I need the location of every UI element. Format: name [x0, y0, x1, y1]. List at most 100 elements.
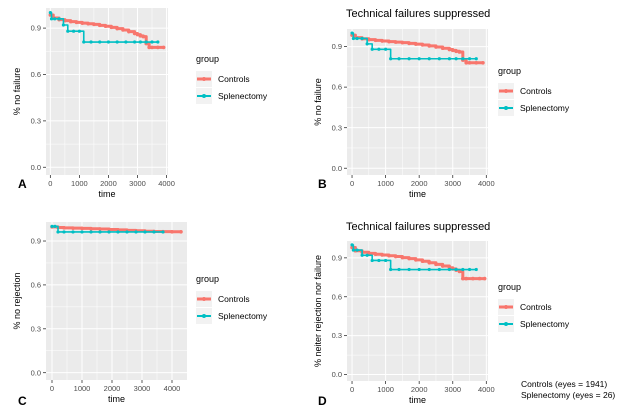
legend-label-splenectomy: Splenectomy — [520, 319, 570, 329]
km-point-controls — [420, 259, 425, 264]
x-tick-label: 4000 — [478, 385, 495, 394]
legend-key-point — [202, 94, 206, 98]
km-point-splenectomy — [89, 40, 93, 44]
y-tick-label: 0.6 — [31, 70, 41, 79]
km-point-controls — [115, 26, 119, 31]
km-point-splenectomy — [467, 267, 472, 272]
km-point-splenectomy — [454, 57, 458, 61]
km-point-splenectomy — [53, 224, 57, 228]
km-point-controls — [393, 254, 398, 259]
km-point-controls — [373, 38, 378, 43]
km-point-controls — [477, 276, 482, 281]
legend-label-splenectomy: Splenectomy — [520, 103, 570, 113]
panel-c: 0 1000 2000 3000 4000 0.0 0.3 0.6 0.9 time % no re… — [12, 222, 268, 408]
km-point-controls — [474, 60, 479, 65]
km-point-splenectomy — [77, 29, 82, 33]
x-tick-label: 4000 — [164, 384, 181, 393]
km-point-controls — [393, 40, 398, 44]
km-point-splenectomy — [384, 258, 388, 263]
x-tick-label: 3000 — [134, 384, 151, 393]
km-point-splenectomy — [377, 47, 381, 51]
km-point-controls — [464, 60, 468, 65]
km-point-splenectomy — [370, 258, 374, 263]
x-tick-label: 0 — [50, 384, 54, 393]
x-tick-label: 3000 — [444, 385, 461, 394]
km-point-controls — [467, 60, 472, 65]
km-point-splenectomy — [461, 57, 465, 61]
y-tick-label: 0.6 — [332, 83, 342, 92]
km-point-controls — [380, 253, 385, 257]
km-point-splenectomy — [360, 253, 364, 257]
legend-key-point — [504, 322, 508, 326]
km-point-controls — [147, 45, 151, 50]
km-point-splenectomy — [355, 36, 359, 41]
km-line-splenectomy — [352, 244, 477, 271]
km-point-splenectomy — [351, 36, 355, 41]
panel-label: C — [18, 394, 27, 408]
x-tick-label: 0 — [48, 179, 52, 188]
x-tick-label: 4000 — [478, 179, 495, 188]
km-point-splenectomy — [150, 40, 154, 44]
x-tick-label: 0 — [350, 385, 354, 394]
km-point-splenectomy — [350, 31, 354, 35]
km-point-controls — [156, 45, 160, 50]
km-point-splenectomy — [89, 230, 93, 234]
km-point-splenectomy — [138, 40, 143, 44]
km-point-controls — [400, 40, 405, 45]
y-tick-label: 0.3 — [31, 116, 41, 125]
legend-label-controls: Controls — [218, 294, 250, 304]
km-point-splenectomy — [447, 57, 451, 61]
km-point-controls — [150, 45, 154, 50]
panel-d: 0 1000 2000 3000 4000 0.0 0.3 0.6 0.9 time % neite… — [313, 221, 570, 408]
km-point-controls — [97, 23, 102, 28]
y-axis-title: % neiter rejection nor failure — [313, 255, 323, 367]
y-tick-label: 0.0 — [332, 370, 342, 379]
panel-a: 0 1000 2000 3000 4000 0.0 0.3 0.6 0.9 time % no fa… — [12, 8, 268, 199]
km-point-controls — [387, 253, 391, 258]
km-point-splenectomy — [427, 267, 431, 272]
km-point-controls — [447, 47, 452, 52]
km-point-splenectomy — [365, 42, 369, 46]
km-point-splenectomy — [351, 248, 355, 252]
km-point-controls — [434, 45, 438, 49]
y-axis-title: % no failure — [313, 78, 323, 126]
km-point-controls — [471, 276, 475, 281]
km-point-controls — [80, 21, 85, 25]
km-point-splenectomy — [377, 258, 381, 263]
km-point-splenectomy — [143, 230, 147, 234]
controls-eyes-note: Controls (eyes = 1941) — [521, 379, 608, 389]
km-point-splenectomy — [57, 17, 61, 21]
km-point-controls — [135, 32, 140, 37]
km-point-splenectomy — [53, 17, 57, 21]
km-point-splenectomy — [134, 230, 138, 234]
km-point-splenectomy — [474, 267, 478, 272]
y-tick-label: 0.0 — [31, 163, 41, 172]
legend-key-point — [202, 77, 206, 81]
y-tick-label: 0.6 — [31, 281, 41, 290]
plot-title: Technical failures suppressed — [346, 8, 490, 20]
km-point-splenectomy — [417, 57, 421, 61]
km-point-splenectomy — [125, 230, 129, 234]
km-point-splenectomy — [161, 230, 165, 234]
km-point-splenectomy — [144, 40, 148, 44]
km-point-controls — [434, 262, 438, 267]
y-tick-label: 0.0 — [31, 368, 41, 377]
km-point-splenectomy — [350, 243, 354, 247]
km-point-splenectomy — [132, 40, 137, 44]
km-point-splenectomy — [447, 267, 451, 272]
legend-label-controls: Controls — [218, 74, 250, 84]
km-point-splenectomy — [98, 230, 102, 234]
km-point-controls — [68, 19, 73, 24]
km-point-splenectomy — [384, 47, 388, 51]
km-point-splenectomy — [49, 17, 54, 21]
km-point-splenectomy — [115, 40, 119, 44]
plot-background — [46, 222, 187, 380]
km-point-controls — [407, 41, 411, 46]
y-tick-label: 0.3 — [332, 331, 342, 340]
y-axis-title: % no rejection — [12, 272, 22, 329]
x-axis-title: time — [108, 394, 125, 404]
km-point-splenectomy — [124, 40, 128, 44]
km-point-controls — [407, 256, 411, 261]
km-point-splenectomy — [370, 47, 374, 51]
